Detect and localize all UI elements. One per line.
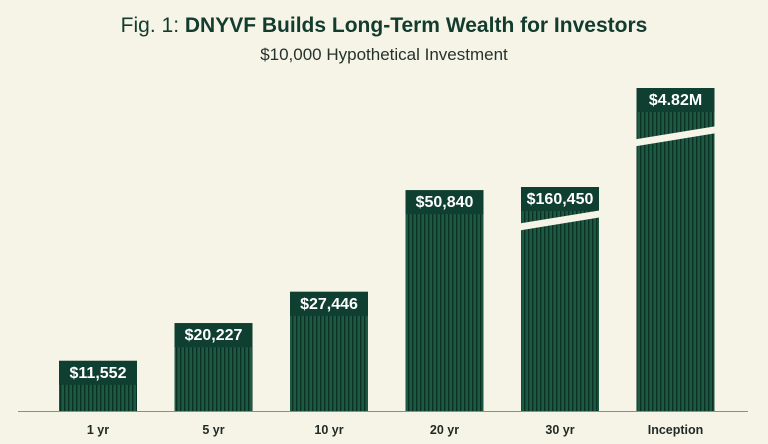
figure-title: DNYVF Builds Long-Term Wealth for Invest… <box>184 14 648 37</box>
bar-group: $50,840 <box>405 190 484 411</box>
bar-group: $4.82M <box>632 88 719 411</box>
bar-group: $27,446 <box>290 291 368 411</box>
x-tick-label: 5 yr <box>202 423 224 437</box>
bar-group: $160,450 <box>517 187 603 411</box>
figure-number: Fig. 1: <box>120 14 185 37</box>
data-label-box <box>405 190 484 215</box>
x-tick-label: 1 yr <box>87 423 109 437</box>
x-tick-label: 20 yr <box>430 423 459 437</box>
x-tick-label: 30 yr <box>545 423 574 437</box>
data-label: $4.82M <box>649 92 702 109</box>
chart-subtitle: $10,000 Hypothetical Investment <box>260 45 508 64</box>
data-label: $160,450 <box>527 191 594 208</box>
data-label: $20,227 <box>185 327 243 344</box>
data-label: $50,840 <box>416 194 474 211</box>
bar-group: $11,552 <box>59 360 137 411</box>
x-tick-label: Inception <box>648 423 704 437</box>
data-label: $11,552 <box>70 365 127 382</box>
bar-group: $20,227 <box>174 323 253 411</box>
data-label-box <box>521 187 599 211</box>
x-tick-label: 10 yr <box>314 423 343 437</box>
axis-break <box>517 209 603 231</box>
bar <box>405 190 484 411</box>
data-label-box <box>174 323 253 348</box>
chart-title: Fig. 1: DNYVF Builds Long-Term Wealth fo… <box>0 14 768 38</box>
data-label-box <box>636 88 715 112</box>
axis-break <box>632 125 719 147</box>
data-label: $27,446 <box>300 296 358 313</box>
data-label-box <box>59 360 137 385</box>
data-label-box <box>290 291 368 316</box>
